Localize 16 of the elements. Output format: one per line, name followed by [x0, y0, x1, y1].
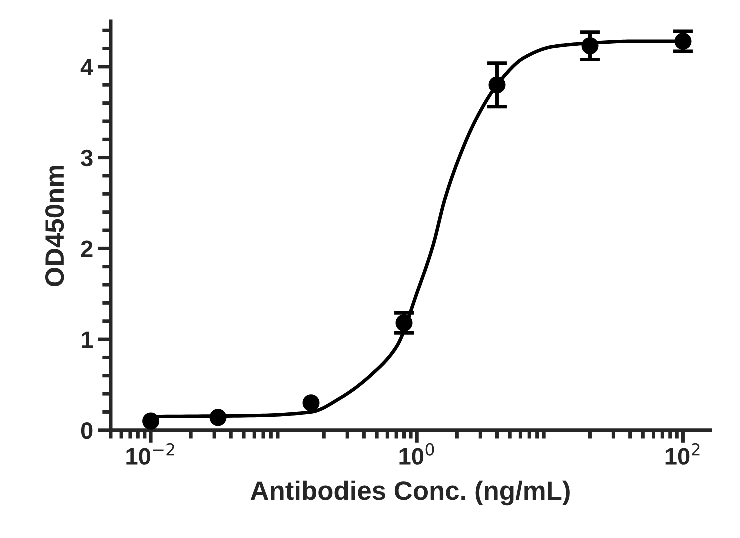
point — [674, 33, 692, 50]
point — [210, 409, 227, 426]
x-axis-title: Antibodies Conc. (ng/mL) — [250, 480, 570, 506]
x-tick-label: 10$^{0}$ — [400, 443, 434, 465]
y-axis-title: OD450nm — [45, 166, 64, 286]
x-tick-label: 10$^{−2}$ — [126, 443, 174, 465]
y-tick-label: 3 — [81, 150, 93, 167]
y-tick-label: 2 — [81, 240, 93, 258]
y-tick-label: 4 — [80, 59, 94, 76]
point — [396, 314, 413, 332]
x-tick-label: 10$^{2}$ — [666, 443, 700, 465]
point — [488, 76, 506, 94]
point — [582, 38, 599, 55]
point — [302, 394, 320, 412]
y-tick-label: 1 — [82, 332, 93, 348]
y-tick-label: 0 — [81, 422, 93, 440]
